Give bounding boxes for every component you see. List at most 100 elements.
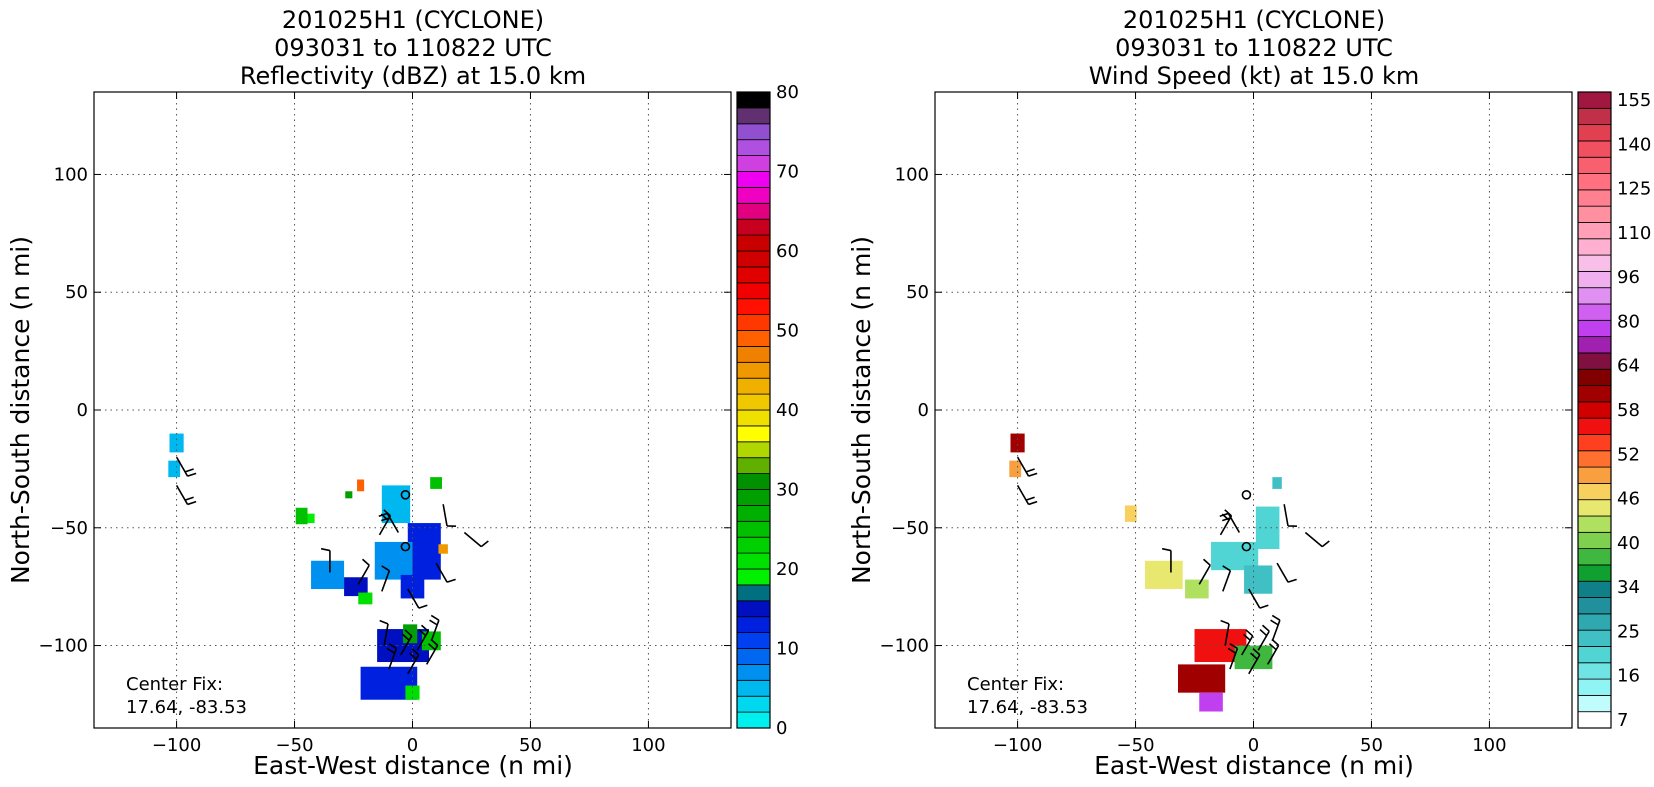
colorbar-swatch: [1577, 417, 1612, 435]
colorbar-swatch: [1577, 156, 1612, 174]
colorbar-swatch: [1577, 140, 1612, 158]
colorbar-swatch: [1577, 482, 1612, 501]
wind-barb: [435, 562, 456, 583]
data-cell: [307, 513, 315, 524]
colorbar-swatch: [1577, 694, 1612, 713]
y-tick-label: −50: [50, 518, 88, 539]
y-axis-label: North-South distance (n mi): [6, 236, 35, 584]
chart-title-line-2: 093031 to 110822 UTC: [1115, 34, 1393, 62]
colorbar-swatch: [736, 218, 771, 236]
colorbar-tick-label: 80: [776, 82, 799, 103]
data-cell: [358, 592, 373, 605]
data-cell: [345, 491, 353, 499]
y-tick-label: 0: [918, 400, 929, 421]
colorbar-tick-label: 30: [776, 480, 799, 501]
wind-barb: [379, 619, 389, 646]
colorbar-tick-label: 96: [1617, 267, 1640, 288]
colorbar-swatch: [736, 202, 771, 220]
wind-barb: [1270, 614, 1281, 642]
data-cell: [168, 460, 181, 478]
colorbar-swatch: [736, 473, 771, 490]
colorbar-tick-label: 70: [776, 162, 799, 183]
colorbar-swatch: [736, 441, 771, 459]
colorbar-swatch: [736, 330, 771, 347]
data-cell: [344, 577, 368, 597]
colorbar-tick-label: 140: [1617, 134, 1651, 155]
data-cell: [295, 507, 308, 525]
colorbar-swatch: [736, 409, 771, 427]
wind-barbs: [175, 456, 489, 675]
colorbar-tick-label: 10: [776, 639, 799, 660]
wind-barb: [1266, 638, 1280, 665]
colorbar-swatch: [736, 393, 771, 411]
colorbar-swatch: [736, 377, 771, 395]
wind-barb: [1222, 565, 1232, 592]
colorbar-swatch: [1577, 662, 1612, 680]
x-tick-label: 50: [1360, 735, 1383, 756]
colorbar-swatch: [736, 664, 771, 681]
y-tick-label: −50: [891, 518, 929, 539]
reflectivity-colorbar: 0 10 20 30 40 50 60 70 80: [736, 82, 799, 739]
data-cell: [1185, 579, 1209, 599]
wind-barb: [320, 547, 331, 573]
colorbar-swatch: [1577, 646, 1612, 664]
colorbar-swatch: [1577, 205, 1612, 223]
chart-title-line-2: 093031 to 110822 UTC: [274, 34, 552, 62]
colorbar-tick-label: 60: [776, 241, 799, 262]
wind-barb: [1198, 558, 1211, 585]
wind-barb: [425, 638, 439, 665]
wind-barb: [1219, 512, 1241, 533]
data-cell: [1199, 692, 1223, 712]
colorbar-tick-label: 155: [1617, 90, 1651, 111]
wind-barb: [357, 558, 370, 585]
colorbar-tick-label: 40: [776, 400, 799, 421]
chart-title-line-3: Wind Speed (kt) at 15.0 km: [1089, 62, 1420, 90]
data-cell: [430, 477, 442, 489]
colorbar-swatch: [1577, 336, 1612, 354]
wind-barb: [386, 643, 398, 670]
colorbar-swatch: [1577, 303, 1612, 321]
wind-barb: [416, 624, 429, 651]
colorbar-swatch: [1577, 531, 1612, 550]
wind-barb: [407, 588, 428, 609]
y-tick-label: −100: [39, 636, 88, 657]
y-tick-label: −100: [880, 636, 929, 657]
wind-barbs: [1016, 456, 1330, 675]
colorbar-tick-label: 58: [1617, 400, 1640, 421]
center-fix-value: 17.64, -83.53: [967, 697, 1088, 718]
data-cell: [311, 560, 345, 590]
colorbar-swatch: [1577, 613, 1612, 631]
wind-barb: [400, 629, 413, 656]
data-cell: [1178, 664, 1226, 693]
colorbar-swatch: [736, 679, 771, 697]
y-tick-label: 50: [906, 282, 929, 303]
colorbar-swatch: [1577, 434, 1612, 452]
colorbar-swatch: [736, 552, 771, 570]
colorbar-swatch: [1577, 499, 1612, 517]
calm-wind-marker: [1241, 541, 1252, 552]
wind-barb: [429, 614, 440, 642]
wind-barb: [463, 531, 489, 548]
wind-barb: [1248, 588, 1269, 609]
center-fix-label: Center Fix:: [967, 674, 1064, 695]
wind-barb: [1161, 547, 1172, 573]
colorbar-tick-label: 80: [1617, 311, 1640, 332]
wind-barb: [175, 484, 197, 506]
colorbar-swatch: [1577, 629, 1612, 647]
colorbar-tick-label: 125: [1617, 179, 1651, 200]
colorbar-swatch: [1577, 222, 1612, 240]
data-cell: [1010, 433, 1025, 453]
data-cell: [357, 479, 365, 492]
wind-barb: [1304, 531, 1330, 548]
colorbar-swatch: [1577, 270, 1612, 289]
center-fix-value: 17.64, -83.53: [126, 697, 247, 718]
colorbar-tick-label: 40: [1617, 533, 1640, 554]
colorbar-swatch: [736, 711, 771, 729]
x-tick-label: −50: [276, 735, 314, 756]
x-tick-label: 100: [631, 735, 665, 756]
colorbar-swatch: [736, 600, 771, 618]
colorbar-swatch: [736, 648, 771, 665]
plot-frame: [934, 91, 1573, 729]
colorbar-swatch: [1577, 352, 1612, 370]
